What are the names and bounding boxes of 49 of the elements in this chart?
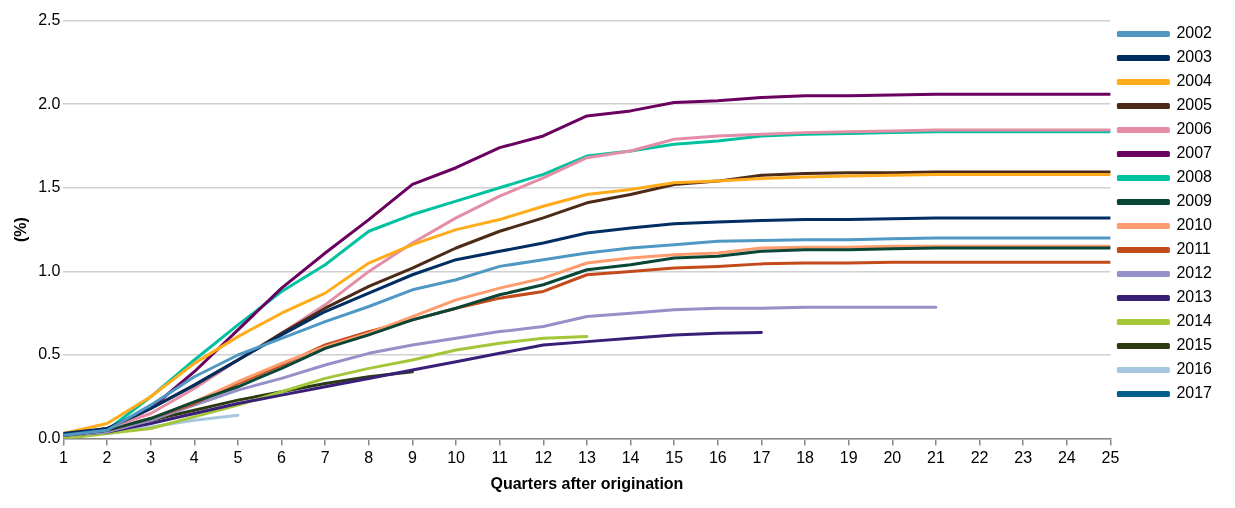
y-tick-label: 2.0: [38, 94, 61, 112]
x-tick-label: 11: [491, 448, 509, 466]
y-tick-label: 1.0: [38, 261, 61, 279]
x-tick-label: 8: [364, 448, 374, 466]
x-tick-label: 10: [447, 448, 466, 466]
x-tick-label: 23: [1014, 448, 1033, 466]
x-tick-label: 3: [146, 448, 156, 466]
x-tick-label: 18: [796, 448, 815, 466]
legend-label: 2009: [1176, 192, 1213, 210]
y-axis-title: (%): [12, 217, 30, 243]
x-tick-label: 19: [839, 448, 858, 466]
x-tick-label: 24: [1057, 448, 1076, 466]
y-tick-label: 1.5: [38, 178, 61, 196]
legend-label: 2012: [1176, 264, 1213, 282]
legend-label: 2017: [1176, 384, 1213, 402]
x-tick-label: 21: [927, 448, 945, 466]
y-tick-label: 2.5: [38, 11, 61, 29]
legend-label: 2010: [1176, 216, 1213, 234]
y-tick-label: 0.0: [38, 429, 61, 447]
legend-label: 2015: [1176, 336, 1213, 354]
x-tick-label: 20: [883, 448, 902, 466]
legend-label: 2003: [1176, 48, 1213, 66]
x-axis-title: Quarters after origination: [490, 474, 684, 492]
x-tick-label: 6: [277, 448, 287, 466]
x-tick-label: 25: [1101, 448, 1120, 466]
x-tick-label: 14: [621, 448, 640, 466]
legend-label: 2004: [1176, 72, 1213, 90]
legend-label: 2016: [1176, 360, 1213, 378]
x-tick-label: 17: [752, 448, 771, 466]
x-tick-label: 5: [233, 448, 243, 466]
x-tick-label: 22: [970, 448, 989, 466]
x-tick-label: 15: [665, 448, 684, 466]
x-tick-label: 13: [578, 448, 596, 466]
x-tick-label: 2: [102, 448, 112, 466]
legend-label: 2008: [1176, 168, 1213, 186]
x-tick-label: 4: [189, 448, 199, 466]
y-tick-label: 0.5: [38, 345, 61, 363]
legend-label: 2002: [1176, 24, 1213, 42]
legend-label: 2014: [1176, 312, 1213, 330]
legend-label: 2011: [1176, 240, 1211, 258]
x-tick-label: 9: [407, 448, 417, 466]
x-tick-label: 1: [58, 448, 68, 466]
x-tick-label: 7: [320, 448, 330, 466]
legend-label: 2007: [1176, 144, 1213, 162]
legend-label: 2005: [1176, 96, 1213, 114]
x-tick-label: 16: [708, 448, 727, 466]
legend-label: 2013: [1176, 288, 1213, 306]
x-tick-label: 12: [534, 448, 553, 466]
legend-label: 2006: [1176, 120, 1213, 138]
